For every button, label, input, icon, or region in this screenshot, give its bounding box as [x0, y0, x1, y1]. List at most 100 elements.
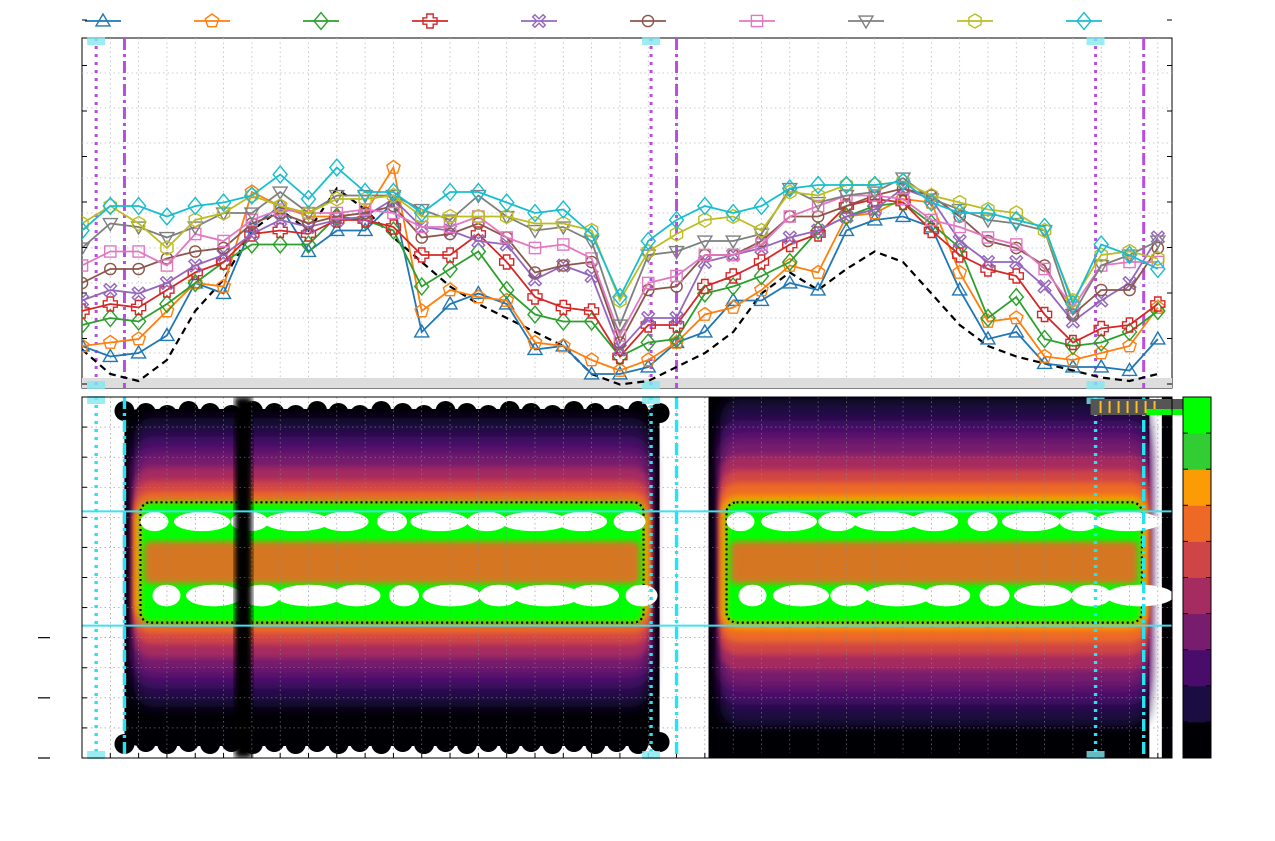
- data-point: [1122, 243, 1137, 260]
- heatmap-block-edge: [435, 401, 456, 421]
- data-point: [131, 286, 146, 301]
- badge-tick: [1144, 401, 1147, 413]
- data-point: [613, 329, 627, 342]
- heatmap-block-edge: [371, 734, 392, 754]
- colorbar-level: [1183, 685, 1211, 723]
- data-point: [726, 208, 740, 225]
- line-chart-event-markers: [87, 37, 1146, 389]
- data-point: [244, 184, 260, 199]
- data-point: [82, 303, 90, 319]
- data-point: [725, 203, 742, 223]
- data-point: [102, 217, 119, 232]
- data-point: [187, 275, 203, 290]
- line-chart-series: [82, 158, 1167, 386]
- data-point: [441, 295, 459, 310]
- data-point: [810, 175, 827, 195]
- heatmap-block-edge: [135, 732, 156, 752]
- data-point: [204, 13, 220, 28]
- data-point: [640, 231, 657, 251]
- series-line: [82, 180, 1159, 303]
- data-point: [724, 235, 742, 250]
- data-point: [753, 282, 769, 297]
- event-marker-cap: [642, 396, 661, 404]
- data-point: [1008, 268, 1024, 284]
- event-marker-cap: [642, 381, 661, 389]
- heatmap-peak-patch: [152, 584, 181, 607]
- event-marker-cap: [642, 751, 661, 759]
- heatmap-block-edge: [521, 732, 542, 752]
- data-point: [187, 196, 204, 216]
- data-point: [498, 295, 515, 310]
- series-line: [82, 187, 1159, 345]
- heatmap-peak-patch: [467, 511, 508, 532]
- data-point: [583, 303, 600, 319]
- data-point: [1122, 338, 1138, 353]
- heatmap-block-edge: [157, 734, 178, 754]
- badge-tick: [1117, 401, 1120, 413]
- heatmap-peak-patch: [760, 511, 817, 532]
- heatmap-frame: [81, 396, 1173, 759]
- data-point: [130, 344, 147, 359]
- data-point: [698, 212, 712, 228]
- data-point: [470, 289, 486, 304]
- badge-tick: [1099, 401, 1102, 413]
- data-point: [271, 186, 289, 201]
- data-point: [981, 231, 995, 244]
- legend-item: [848, 15, 884, 30]
- data-point: [783, 210, 797, 223]
- data-point: [923, 193, 940, 212]
- data-point: [313, 11, 329, 31]
- event-marker-cap: [87, 751, 106, 759]
- data-point: [187, 273, 204, 293]
- data-point: [1093, 320, 1109, 337]
- data-point: [1121, 245, 1138, 265]
- data-point: [301, 219, 316, 235]
- data-point: [755, 238, 768, 251]
- data-point: [104, 245, 117, 258]
- data-point: [422, 13, 438, 29]
- data-point: [272, 222, 288, 239]
- data-point: [838, 198, 855, 214]
- heatmap-inner-trough: [144, 541, 640, 584]
- data-point: [330, 191, 344, 207]
- data-point: [300, 243, 317, 258]
- data-point: [217, 234, 230, 248]
- data-point: [1151, 250, 1165, 267]
- data-point: [414, 247, 430, 263]
- data-point: [754, 222, 769, 239]
- heatmap-peak-patch: [1105, 584, 1172, 607]
- data-point: [952, 194, 967, 211]
- data-point: [556, 258, 571, 273]
- series-line: [82, 176, 1159, 328]
- heatmap-peak-patch: [320, 511, 369, 532]
- data-point: [1065, 352, 1081, 367]
- series-line: [82, 198, 1159, 358]
- data-point: [132, 262, 145, 276]
- data-point: [102, 348, 119, 363]
- line-chart-panel: [81, 19, 1173, 389]
- data-point: [697, 306, 713, 321]
- heatmap-peak-patch: [173, 511, 230, 532]
- heatmap-peak-patch: [979, 584, 1010, 607]
- data-point: [82, 338, 90, 353]
- heatmap-peak-patch: [1059, 511, 1100, 532]
- data-point: [385, 159, 401, 174]
- data-point: [838, 222, 855, 237]
- badge-tick: [1108, 401, 1111, 413]
- heatmap-block-edge: [264, 732, 285, 752]
- data-point: [356, 222, 374, 237]
- data-point: [583, 365, 600, 380]
- data-point: [811, 210, 825, 223]
- data-point: [187, 221, 204, 236]
- colorbar-level: [1183, 433, 1211, 470]
- legend-item: [303, 11, 339, 31]
- data-point: [613, 292, 627, 309]
- data-point: [1008, 210, 1025, 230]
- data-point: [82, 259, 89, 272]
- heatmap-peak-patch: [613, 511, 646, 532]
- event-marker-cap: [642, 37, 661, 45]
- data-point: [243, 207, 261, 222]
- data-point: [839, 177, 854, 193]
- data-point: [300, 189, 317, 209]
- data-point: [527, 334, 543, 349]
